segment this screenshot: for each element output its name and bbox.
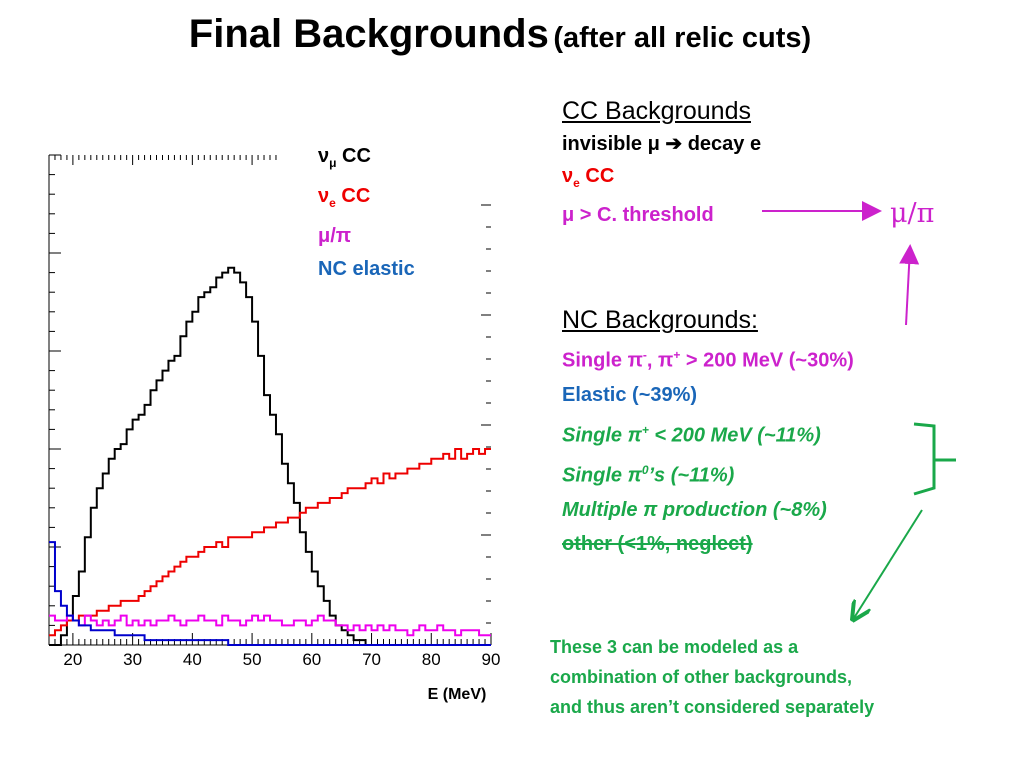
cc-header: CC Backgrounds	[562, 97, 751, 125]
cc-line1-end: decay e	[687, 133, 762, 155]
x-tick-label: 40	[183, 650, 202, 669]
cc-nue-cc: CC	[585, 165, 615, 187]
nc-item3-pre: Single π	[562, 464, 642, 487]
right-arrow-icon: ➔	[665, 133, 683, 155]
nc-item0-post: > 200 MeV (~30%)	[680, 349, 854, 372]
cc-line-threshold: μ > C. threshold	[562, 204, 714, 226]
nc-item-single-pi-plus: Single π+ < 200 MeV (~11%)	[562, 413, 854, 453]
nc-item0-pre: Single π	[562, 349, 643, 372]
series-line-1	[49, 448, 491, 637]
nc-item3-sup: 0	[641, 462, 649, 477]
nc-header: NC Backgrounds:	[562, 306, 758, 334]
chart-ticks: 20 30 40 50 60 70 80 90	[63, 650, 500, 669]
cc-line-nue: νe CC	[562, 160, 761, 199]
cc-nue-sub: e	[573, 176, 580, 190]
legend-numu-nu: ν	[318, 145, 330, 167]
title-main: Final Backgrounds	[188, 12, 549, 56]
green-bracket	[913, 422, 956, 496]
nc-item0-sup1: -	[642, 348, 647, 362]
slide-title: Final Backgrounds (after all relic cuts)	[0, 12, 1000, 57]
nc-item0-mid: , π	[646, 349, 674, 372]
nc-to-mupi-arrow	[899, 244, 920, 326]
mupi-target: μ/π	[890, 198, 935, 229]
note-text: These 3 can be modeled as a combination …	[550, 632, 874, 722]
note-arrow	[854, 509, 923, 618]
nc-item-single-pi0: Single π0’s (~11%)	[562, 453, 854, 493]
x-tick-label: 30	[123, 650, 142, 669]
nc-item2-post: < 200 MeV (~11%)	[648, 424, 821, 447]
cc-line-invisible-mu: invisible μ ➔ decay e	[562, 128, 761, 160]
nc-panel: NC Backgrounds: Single π-, π+ > 200 MeV …	[562, 302, 854, 562]
cc-nue-nu: ν	[562, 165, 574, 187]
cc-line1-text: invisible μ	[562, 133, 660, 155]
series-line-2	[49, 614, 491, 637]
x-tick-label: 60	[302, 650, 321, 669]
x-tick-label: 50	[243, 650, 262, 669]
legend-nue-sub: e	[329, 196, 336, 210]
nc-item-multiple-pi: Multiple π production (~8%)	[562, 498, 827, 521]
cc-panel: CC Backgrounds invisible μ ➔ decay e νe …	[562, 94, 761, 231]
legend-numu-cc: νμ CC	[318, 140, 415, 180]
legend-nue-nu: ν	[318, 185, 330, 207]
nc-item2-pre: Single π	[562, 424, 642, 447]
x-tick-label: 70	[362, 650, 381, 669]
legend-numu-sub: μ	[329, 156, 337, 170]
legend-nue-cc-text: CC	[341, 185, 371, 207]
legend-nue-cc: νe CC	[318, 180, 415, 220]
legend-mupi: μ/π	[318, 225, 352, 247]
x-tick-label: 90	[482, 650, 501, 669]
legend: νμ CC νe CC μ/π NC elastic	[318, 140, 415, 286]
legend-numu-cc-text: CC	[342, 145, 371, 167]
x-tick-label: 20	[63, 650, 82, 669]
chart-series	[49, 266, 491, 646]
nc-item2-sup: +	[641, 422, 649, 437]
note-line3: and thus aren’t considered separately	[550, 697, 875, 717]
nc-item-single-pi-charged: Single π-, π+ > 200 MeV (~30%)	[562, 338, 854, 378]
x-tick-label: 80	[422, 650, 441, 669]
series-line-0	[49, 266, 491, 646]
title-sub: (after all relic cuts)	[553, 22, 812, 54]
legend-nc-elastic: NC elastic	[318, 258, 415, 280]
nc-item3-post: ’s (~11%)	[648, 464, 735, 487]
note-line2: combination of other backgrounds,	[550, 667, 853, 687]
nc-item-other: other (<1%, neglect)	[562, 533, 753, 556]
nc-item0-sup2: +	[673, 348, 681, 362]
note-line1: These 3 can be modeled as a	[550, 637, 799, 657]
series-line-3	[49, 541, 491, 646]
nc-item-elastic: Elastic (~39%)	[562, 384, 698, 407]
x-axis-label: E (MeV)	[428, 686, 487, 703]
